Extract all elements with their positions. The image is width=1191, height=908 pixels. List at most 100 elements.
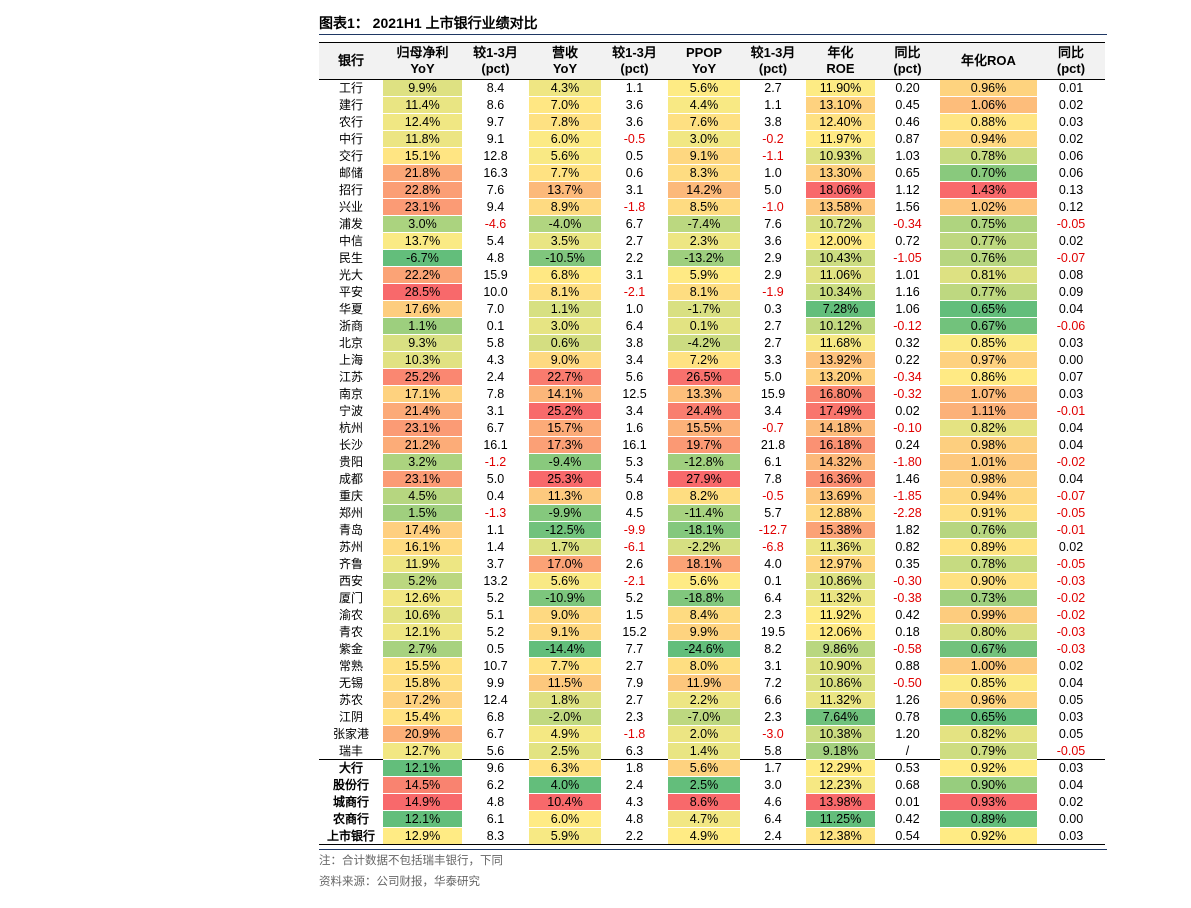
value-cell: 0.85% xyxy=(940,334,1037,352)
value-cell: 0.35 xyxy=(895,557,920,571)
aggregate-row: 农商行 12.1% 6.1 6.0% 4.8 4.7% 6.4 11.25% 0.42 0.89%… xyxy=(319,810,1105,828)
bank-name-cell: 重庆 xyxy=(338,489,363,503)
value-cell: 7.9 xyxy=(625,676,644,690)
value-cell: 7.6% xyxy=(668,113,740,131)
bank-row: 中信 13.7% 5.4 3.5% 2.7 2.3% 3.6 12.00% 0.72 0.77% 0… xyxy=(319,232,1105,250)
value-cell: 7.6 xyxy=(764,217,782,231)
value-cell: 3.6 xyxy=(764,234,782,248)
value-cell: 5.2 xyxy=(486,591,505,605)
value-cell: -0.7 xyxy=(762,421,784,435)
value-cell: -1.9 xyxy=(762,285,784,299)
value-cell: 0.79% xyxy=(940,742,1037,760)
value-cell: 2.9 xyxy=(764,251,782,265)
bank-row: 交行 15.1% 12.8 5.6% 0.5 9.1% -1.1 10.93% 1.03 0.78… xyxy=(319,147,1105,165)
value-cell: 5.2 xyxy=(625,591,644,605)
value-cell: 6.1 xyxy=(486,812,505,826)
value-cell: 0.24 xyxy=(895,438,920,452)
value-cell: 12.1% xyxy=(383,623,462,641)
value-cell: 6.4 xyxy=(764,812,782,826)
value-cell: 0.78% xyxy=(940,555,1037,573)
value-cell: 4.8 xyxy=(625,812,644,826)
value-cell: 0.42 xyxy=(895,608,920,622)
table-header-row: 银行 归母净利 YoY 较1-3月 (pct) 营收 YoY 较1-3月 (pct) P… xyxy=(319,42,1105,80)
value-cell: 9.4 xyxy=(486,200,505,214)
value-cell: 1.26 xyxy=(895,693,920,707)
value-cell: 0.73% xyxy=(940,589,1037,607)
col-header: PPOP YoY xyxy=(668,42,740,80)
value-cell: 12.7% xyxy=(383,742,462,760)
value-cell: 0.67% xyxy=(940,317,1037,335)
value-cell: 16.36% xyxy=(806,470,875,488)
value-cell: 0.93% xyxy=(940,793,1037,811)
col-header: 同比 (pct) xyxy=(875,42,940,80)
value-cell: 1.7% xyxy=(529,538,601,556)
value-cell: 10.12% xyxy=(806,317,875,335)
figure-title: 图表1： 2021H1 上市银行业绩对比 xyxy=(319,15,538,31)
value-cell: 0.78 xyxy=(895,710,920,724)
value-cell: 7.7% xyxy=(529,657,601,675)
value-cell: 2.4 xyxy=(740,827,806,845)
value-cell: 0.04 xyxy=(1058,302,1084,316)
value-cell: 4.3% xyxy=(529,79,601,97)
value-cell: 2.7% xyxy=(383,640,462,658)
value-cell: -12.8% xyxy=(668,453,740,471)
value-cell: 12.29% xyxy=(806,759,875,777)
value-cell: 1.8% xyxy=(529,691,601,709)
bank-name-cell: 农商行 xyxy=(332,812,369,826)
bank-name-cell: 邮储 xyxy=(338,166,363,180)
value-cell: 0.02 xyxy=(1058,540,1084,554)
value-cell: 16.1 xyxy=(483,438,508,452)
bank-name-cell: 渝农 xyxy=(338,608,363,622)
value-cell: 10.72% xyxy=(806,215,875,233)
value-cell: 7.7% xyxy=(529,164,601,182)
value-cell: 14.5% xyxy=(383,776,462,794)
value-cell: 8.6 xyxy=(486,98,505,112)
value-cell: 8.1% xyxy=(668,283,740,301)
bank-name-cell: 宁波 xyxy=(338,404,363,418)
value-cell: 0.68 xyxy=(895,778,920,792)
bank-name-cell: 民生 xyxy=(338,251,363,265)
value-cell: 17.0% xyxy=(529,555,601,573)
value-cell: 3.0 xyxy=(764,778,782,792)
value-cell: 16.80% xyxy=(806,385,875,403)
value-cell: 8.5% xyxy=(668,198,740,216)
bank-row: 常熟 15.5% 10.7 7.7% 2.7 8.0% 3.1 10.90% 0.88 1.00%… xyxy=(319,657,1105,675)
value-cell: 0.09 xyxy=(1058,285,1084,299)
value-cell: 7.6 xyxy=(486,183,505,197)
aggregate-row: 大行 12.1% 9.6 6.3% 1.8 5.6% 1.7 12.29% 0.53 0.92% 0… xyxy=(319,759,1105,777)
value-cell: 15.5% xyxy=(668,419,740,437)
value-cell: 14.1% xyxy=(529,385,601,403)
value-cell: 1.56 xyxy=(895,200,920,214)
value-cell: -24.6% xyxy=(668,640,740,658)
value-cell: 3.1 xyxy=(625,183,644,197)
bank-row: 苏农 17.2% 12.4 1.8% 2.7 2.2% 6.6 11.32% 1.26 0.96%… xyxy=(319,691,1105,709)
bank-row: 张家港 20.9% 6.7 4.9% -1.8 2.0% -3.0 10.38% 1.20 0.8… xyxy=(319,725,1105,743)
value-cell: 4.5% xyxy=(383,487,462,505)
value-cell: 7.7 xyxy=(625,642,644,656)
value-cell: -9.9 xyxy=(623,523,646,537)
value-cell: 3.5% xyxy=(529,232,601,250)
bank-name-cell: 上海 xyxy=(338,353,363,367)
bank-name-cell: 农行 xyxy=(338,115,363,129)
value-cell: 0.81% xyxy=(940,266,1037,284)
value-cell: 7.8% xyxy=(529,113,601,131)
value-cell: 3.8 xyxy=(764,115,782,129)
value-cell: -18.8% xyxy=(668,589,740,607)
value-cell: 5.3 xyxy=(625,455,644,469)
value-cell: -6.1 xyxy=(623,540,646,554)
value-cell: 10.86% xyxy=(806,572,875,590)
value-cell: 17.2% xyxy=(383,691,462,709)
value-cell: 13.98% xyxy=(806,793,875,811)
value-cell: -0.34 xyxy=(893,217,922,231)
bank-name-cell: 杭州 xyxy=(338,421,363,435)
value-cell: -14.4% xyxy=(529,640,601,658)
value-cell: 0.94% xyxy=(940,130,1037,148)
value-cell: 3.4 xyxy=(625,404,644,418)
value-cell: 5.9% xyxy=(529,827,601,845)
bank-name-cell: 齐鲁 xyxy=(338,557,363,571)
value-cell: 17.1% xyxy=(383,385,462,403)
col-header: 年化 ROE xyxy=(806,42,875,80)
value-cell: 21.4% xyxy=(383,402,462,420)
value-cell: 6.4 xyxy=(625,319,644,333)
value-cell: 20.9% xyxy=(383,725,462,743)
